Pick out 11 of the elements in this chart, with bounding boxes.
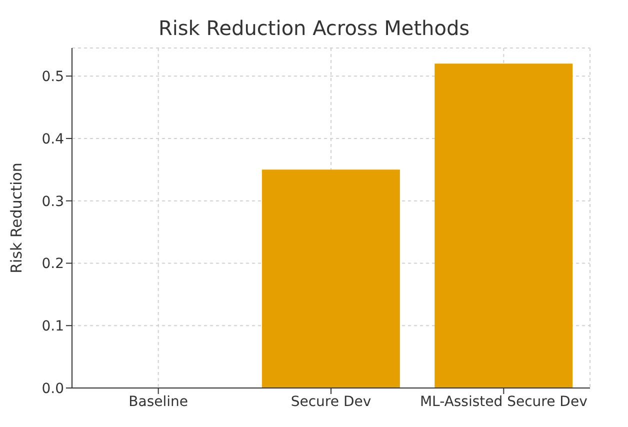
y-tick-label: 0.4 [42, 131, 64, 148]
x-tick-label: ML-Assisted Secure Dev [420, 394, 588, 410]
x-tick-label: Baseline [128, 394, 188, 410]
y-tick-label: 0.0 [42, 380, 64, 397]
x-tick-label: Secure Dev [290, 394, 372, 410]
y-axis-title: Risk Reduction [7, 162, 26, 274]
y-tick-label: 0.1 [42, 318, 64, 335]
y-tick-label: 0.2 [42, 256, 64, 272]
y-tick-label: 0.5 [42, 69, 64, 86]
y-tick-label: 0.3 [42, 194, 64, 210]
chart-title: Risk Reduction Across Methods [157, 16, 471, 40]
